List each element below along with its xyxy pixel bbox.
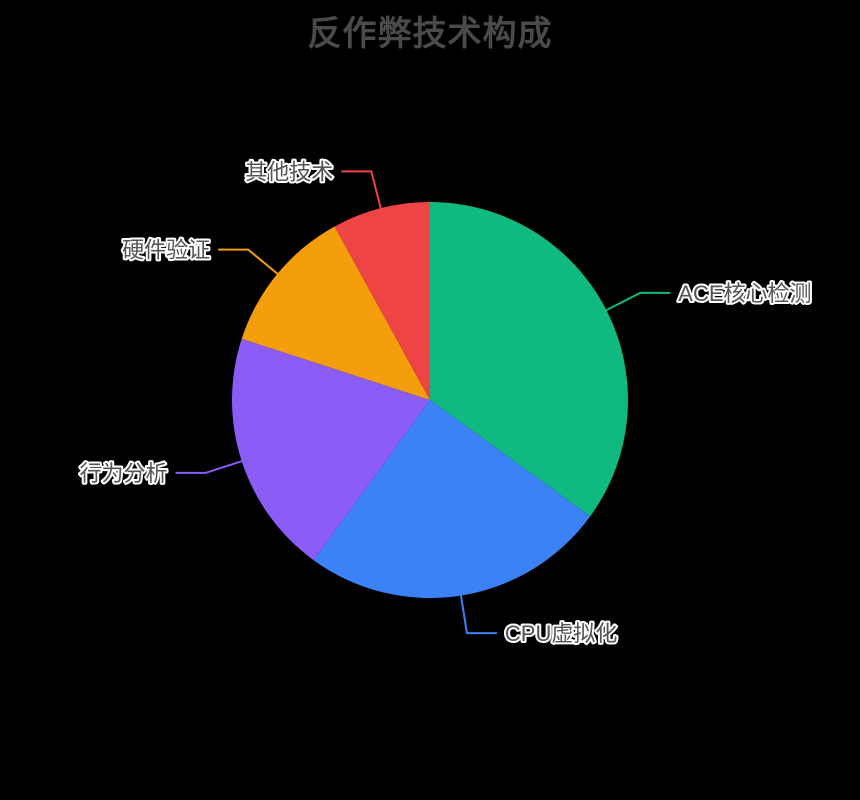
leader-line-2 [175,460,242,474]
slice-label-2: 行为分析 [80,461,168,486]
slice-label-3: 硬件验证 [122,238,210,263]
pie-slice-0[interactable] [430,201,629,517]
pie-slice-4[interactable] [334,202,430,400]
pie-slice-2[interactable] [231,338,430,561]
leader-line-3 [218,248,279,275]
slice-label-4: 其他技术 [245,159,333,184]
leader-line-0 [605,291,671,312]
leader-line-4 [341,170,382,209]
pie-slice-3[interactable] [241,226,430,400]
chart-title: 反作弊技术构成 [307,15,553,53]
pie-slice-1[interactable] [313,400,591,599]
slice-label-1: CPU虚拟化 [505,621,617,646]
leader-line-1 [459,595,497,635]
slice-label-0: ACE核心检测 [678,281,811,306]
